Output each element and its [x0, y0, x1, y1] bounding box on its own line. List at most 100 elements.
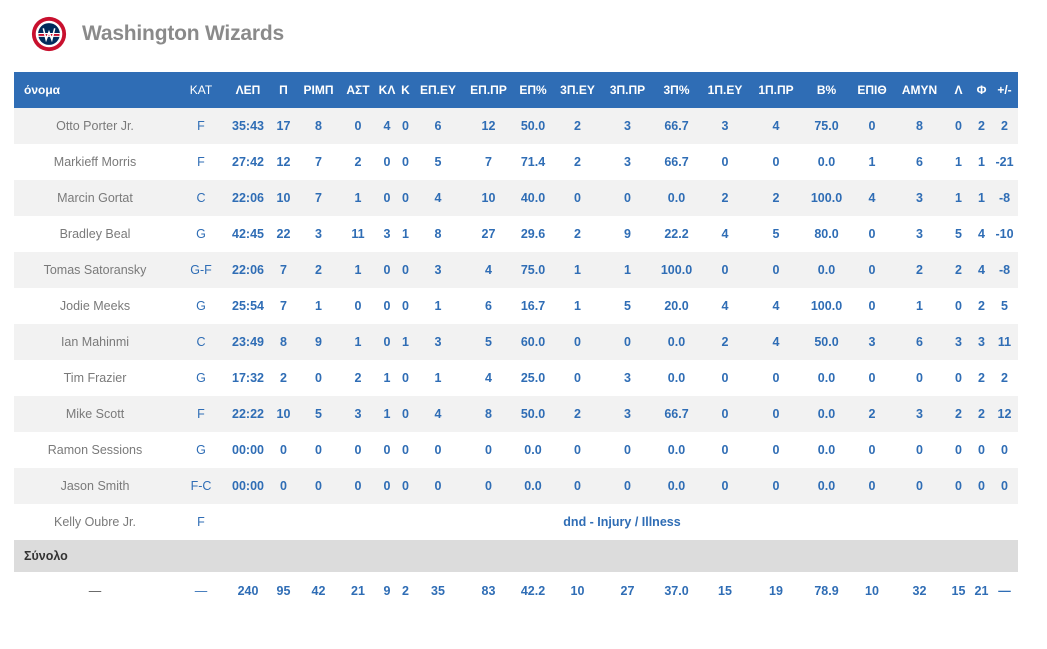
- column-header-3pa[interactable]: 3Π.ΠΡ: [609, 83, 646, 97]
- stat-cell: 3: [383, 227, 391, 241]
- stat-cell: 3: [434, 335, 442, 349]
- team-name: Washington Wizards: [82, 22, 284, 45]
- totals-stat-cell: 15: [718, 584, 732, 598]
- player-name[interactable]: Jason Smith: [60, 479, 130, 493]
- stat-cell: 2: [574, 155, 581, 169]
- stat-cell: 0: [383, 191, 391, 205]
- player-name[interactable]: Jodie Meeks: [59, 299, 131, 313]
- totals-stat-cell: 42: [311, 584, 326, 598]
- player-name[interactable]: Mike Scott: [65, 407, 125, 421]
- player-position: C: [196, 191, 206, 205]
- stat-cell: 0.0: [817, 443, 836, 457]
- column-header-tov[interactable]: Λ: [954, 83, 963, 97]
- player-position: G: [196, 371, 206, 385]
- table-row: Ramon Sessions G 00:00 0 0 0 0 0 0 0 0.0 0 0 0.0 0 0 0.0…: [14, 432, 1018, 468]
- stat-cell: 1: [402, 335, 409, 349]
- column-header-ftm[interactable]: 1Π.ΕΥ: [707, 83, 743, 97]
- stat-cell: 4: [868, 191, 876, 205]
- column-header-3pm[interactable]: 3Π.ΕΥ: [560, 83, 595, 97]
- column-header-plus-minus[interactable]: +/-: [997, 83, 1012, 97]
- column-header-fga[interactable]: ΕΠ.ΠΡ: [470, 83, 507, 97]
- stat-cell: 50.0: [814, 335, 839, 349]
- stat-cell: 20.0: [664, 299, 689, 313]
- stat-cell: 0: [574, 443, 581, 457]
- player-position: F: [197, 407, 205, 421]
- column-header-pos[interactable]: ΚΑΤ: [189, 83, 213, 97]
- stat-cell: 4: [721, 299, 729, 313]
- stat-cell: 29.6: [520, 227, 546, 241]
- stat-cell: 9: [624, 227, 631, 241]
- stat-cell: 0: [485, 479, 492, 493]
- stat-cell: 0: [624, 335, 631, 349]
- column-header-pf[interactable]: Φ: [976, 83, 987, 97]
- stat-cell: 3: [721, 119, 729, 133]
- player-name[interactable]: Marcin Gortat: [57, 191, 133, 205]
- stat-cell: 0: [402, 155, 409, 169]
- column-header-fg-pct[interactable]: ΕΠ%: [519, 83, 547, 97]
- column-header-fgm[interactable]: ΕΠ.ΕΥ: [419, 83, 456, 97]
- stat-cell: 0: [383, 479, 391, 493]
- stat-cell: 7: [485, 155, 492, 169]
- table-header-row: όνομα ΚΑΤ ΛΕΠ Π ΡΙΜΠ ΑΣΤ ΚΛ Κ ΕΠ.ΕΥ ΕΠ.Π…: [14, 72, 1018, 108]
- column-header-pts[interactable]: Π: [279, 83, 288, 97]
- player-name[interactable]: Kelly Oubre Jr.: [54, 515, 136, 529]
- player-name[interactable]: Bradley Beal: [59, 227, 131, 241]
- column-header-3p-pct[interactable]: 3Π%: [663, 83, 690, 97]
- stat-cell: 2: [772, 191, 780, 205]
- totals-stat-cell: 15: [951, 584, 966, 598]
- player-name[interactable]: Ramon Sessions: [47, 443, 143, 457]
- player-position: C: [196, 335, 206, 349]
- player-name[interactable]: Tomas Satoransky: [43, 263, 147, 277]
- column-header-stl[interactable]: ΚΛ: [378, 83, 396, 97]
- totals-row: — — 240 95 42 21 9 2 35 83 42.2 10 27 37.0 15 19 78.9 1…: [14, 572, 1018, 610]
- stat-cell: -8: [998, 191, 1011, 205]
- stat-cell: 27:42: [232, 155, 264, 169]
- stat-cell: 0.0: [667, 479, 686, 493]
- stat-cell: 0.0: [524, 479, 542, 493]
- stat-cell: 23:49: [232, 335, 264, 349]
- stat-cell: -10: [995, 227, 1014, 241]
- totals-stat-cell: 21: [351, 584, 365, 598]
- column-header-dreb[interactable]: ΑΜΥΝ: [901, 83, 938, 97]
- column-header-reb[interactable]: ΡΙΜΠ: [303, 83, 334, 97]
- stat-cell: 0: [721, 155, 729, 169]
- totals-label: Σύνολο: [24, 549, 68, 563]
- column-header-min[interactable]: ΛΕΠ: [235, 83, 261, 97]
- player-name[interactable]: Otto Porter Jr.: [56, 119, 134, 133]
- stat-cell: 0.0: [817, 371, 836, 385]
- stat-cell: 3: [315, 227, 322, 241]
- box-score-table: όνομα ΚΑΤ ΛΕΠ Π ΡΙΜΠ ΑΣΤ ΚΛ Κ ΕΠ.ΕΥ ΕΠ.Π…: [14, 72, 1018, 610]
- column-header-name[interactable]: όνομα: [24, 83, 61, 97]
- totals-stat-cell: 10: [865, 584, 879, 598]
- totals-stat-cell: 9: [383, 584, 391, 598]
- stat-cell: 2: [978, 299, 985, 313]
- player-position: G: [196, 299, 206, 313]
- stat-cell: 0: [772, 155, 780, 169]
- stat-cell: 0: [280, 479, 287, 493]
- stat-cell: 25.0: [520, 371, 546, 385]
- stat-cell: 0: [574, 191, 581, 205]
- column-header-oreb[interactable]: ΕΠΙΘ: [857, 83, 887, 97]
- stat-cell: 3: [624, 371, 631, 385]
- stat-cell: 0: [402, 299, 409, 313]
- stat-cell: 4: [383, 119, 391, 133]
- column-header-ft-pct[interactable]: Β%: [816, 83, 837, 97]
- player-name[interactable]: Markieff Morris: [53, 155, 137, 169]
- stat-cell: 0: [868, 443, 876, 457]
- stat-cell: 1: [402, 227, 409, 241]
- table-row: Markieff Morris F 27:42 12 7 2 0 0 5 7 71.4 2 3 66.7 0…: [14, 144, 1018, 180]
- column-header-blk[interactable]: Κ: [401, 83, 410, 97]
- stat-cell: 3: [354, 407, 362, 421]
- player-name[interactable]: Tim Frazier: [63, 371, 127, 385]
- stat-cell: 1: [354, 191, 362, 205]
- stat-cell: 22: [276, 227, 291, 241]
- stat-cell: 3: [955, 335, 962, 349]
- stat-cell: 10: [276, 191, 291, 205]
- totals-stat-cell: 35: [431, 584, 445, 598]
- player-position: F: [197, 119, 205, 133]
- stat-cell: 22.2: [664, 227, 689, 241]
- player-name[interactable]: Ian Mahinmi: [60, 335, 130, 349]
- stat-cell: 80.0: [814, 227, 839, 241]
- column-header-fta[interactable]: 1Π.ΠΡ: [758, 83, 794, 97]
- column-header-ast[interactable]: ΑΣΤ: [346, 83, 370, 97]
